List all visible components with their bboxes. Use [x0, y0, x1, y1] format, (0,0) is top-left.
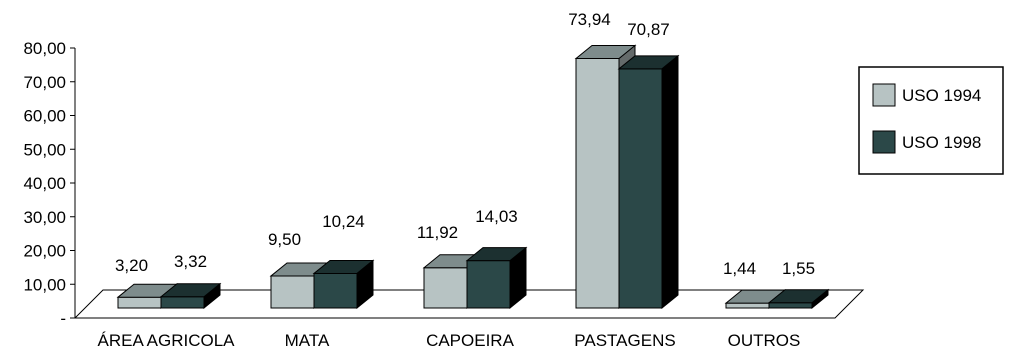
y-tick-label: 20,00 [23, 242, 66, 261]
data-label: 14,03 [475, 207, 518, 226]
legend-label: USO 1998 [902, 133, 981, 152]
y-tick-label: 50,00 [23, 140, 66, 159]
category-label: MATA [285, 331, 330, 350]
category-label: OUTROS [728, 331, 801, 350]
data-label: 1,44 [723, 259, 756, 278]
bar [423, 267, 468, 309]
bars [116, 44, 830, 310]
data-labels: 3,20 3,32 9,50 10,24 11,92 14,03 73,94 70,87 1,4… [115, 10, 815, 278]
category-label: PASTAGENS [574, 331, 675, 350]
data-label: 70,87 [627, 20, 670, 39]
y-tick-label: 30,00 [23, 208, 66, 227]
bar [575, 57, 620, 309]
data-label: 73,94 [568, 10, 611, 29]
y-tick-label: - [60, 309, 66, 328]
legend: USO 1994 USO 1998 [858, 66, 1004, 175]
y-tick-label: 10,00 [23, 275, 66, 294]
category-labels: ÁREA AGRICOLA MATA CAPOEIRA PASTAGENS OUTROS [98, 331, 801, 350]
bar [618, 68, 663, 309]
data-label: 3,32 [174, 252, 207, 271]
y-tick-label: 70,00 [23, 73, 66, 92]
legend-label: USO 1994 [902, 86, 981, 105]
legend-swatch [872, 130, 896, 154]
data-label: 3,20 [115, 256, 148, 275]
bar-top [159, 283, 222, 298]
bar [313, 272, 358, 309]
data-label: 11,92 [417, 223, 458, 242]
legend-swatch [872, 83, 896, 107]
data-label: 9,50 [268, 230, 301, 249]
bar [768, 302, 813, 309]
y-tick-label: 80,00 [23, 39, 66, 58]
y-axis: - 10,00 20,00 30,00 40,00 50,00 60,00 70,00 80,0… [23, 39, 76, 328]
y-tick-label: 60,00 [23, 107, 66, 126]
legend-box [858, 66, 1004, 175]
data-label: 10,24 [322, 212, 365, 231]
y-tick-label: 40,00 [23, 174, 66, 193]
bar-top [574, 44, 637, 59]
bar [725, 302, 770, 309]
bar-top [767, 289, 830, 304]
bar [270, 275, 315, 309]
bar [466, 260, 511, 309]
bar-side [661, 54, 679, 310]
bar [160, 296, 205, 309]
data-label: 1,55 [782, 259, 815, 278]
bar-top [312, 259, 375, 274]
category-label: CAPOEIRA [426, 331, 515, 350]
bar-top [465, 247, 528, 262]
category-label: ÁREA AGRICOLA [98, 331, 236, 350]
bar-top [617, 55, 680, 70]
bar [117, 296, 162, 309]
